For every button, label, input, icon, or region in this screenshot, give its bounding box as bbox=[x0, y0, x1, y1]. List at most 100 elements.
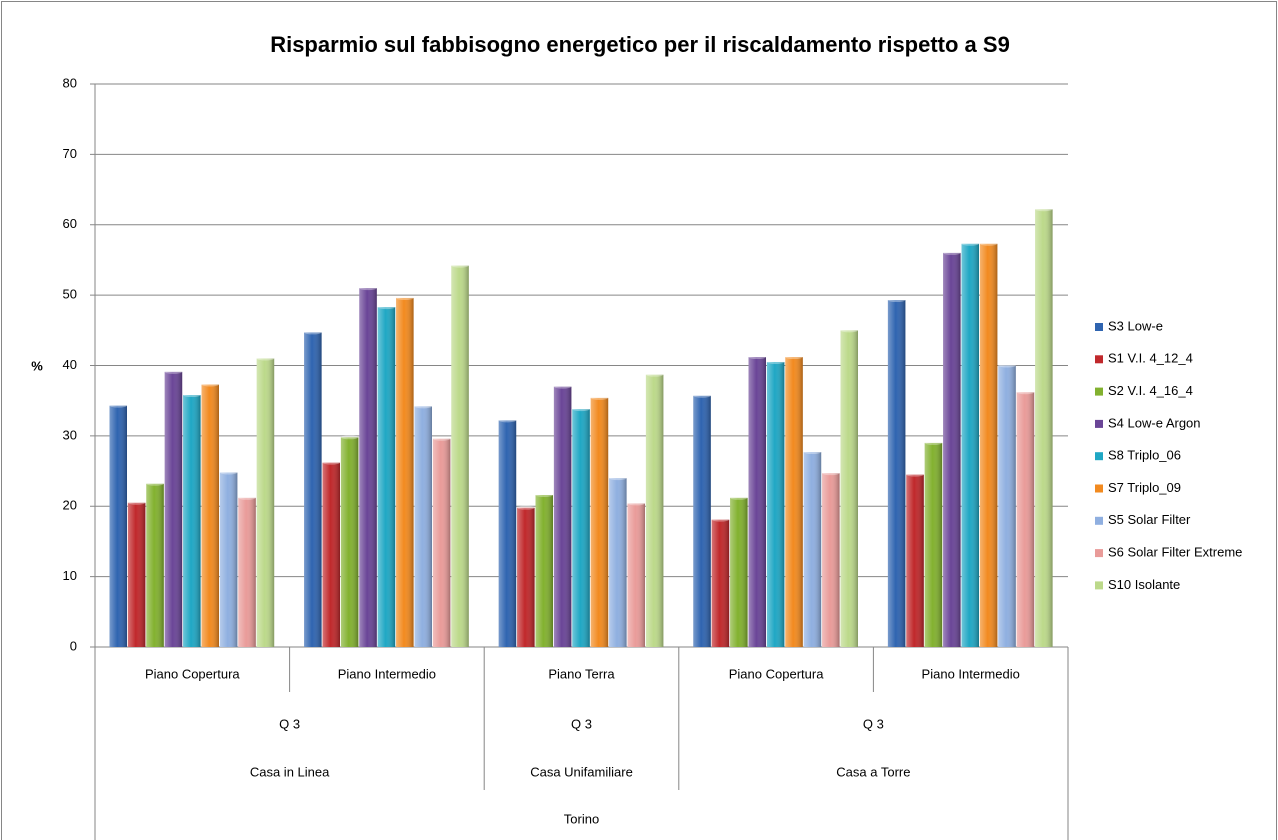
bar-shade bbox=[979, 243, 998, 647]
bar-shade bbox=[219, 472, 238, 647]
y-tick-label: 80 bbox=[63, 75, 77, 90]
bar-cap bbox=[256, 356, 275, 361]
bar-shade bbox=[498, 420, 517, 647]
bar-shade bbox=[766, 361, 785, 647]
bar-shade bbox=[924, 442, 943, 647]
bar-cap bbox=[887, 298, 906, 303]
bar-cap bbox=[517, 505, 535, 510]
bar-shade bbox=[553, 386, 572, 647]
x-tick-label: Piano Copertura bbox=[145, 666, 240, 681]
x-group-label: Casa a Torre bbox=[836, 764, 910, 779]
bar-cap bbox=[1016, 390, 1035, 395]
bar-cap bbox=[693, 393, 711, 398]
bar-shade bbox=[803, 452, 822, 647]
bar-cap bbox=[803, 450, 822, 455]
bar-shade bbox=[590, 397, 609, 647]
y-tick-label: 0 bbox=[70, 638, 77, 653]
bar-shade bbox=[609, 478, 627, 647]
bar-cap bbox=[146, 481, 164, 486]
bar-shade bbox=[109, 405, 127, 647]
bar-cap bbox=[627, 501, 645, 506]
legend-swatch bbox=[1095, 581, 1103, 590]
bar-shade bbox=[377, 307, 396, 647]
bar-cap bbox=[572, 407, 590, 412]
bar-cap bbox=[924, 440, 943, 445]
bar-cap bbox=[359, 286, 377, 291]
bar-cap bbox=[840, 328, 858, 333]
bar-cap bbox=[451, 263, 469, 268]
bar-cap bbox=[998, 363, 1016, 368]
bar-cap bbox=[322, 460, 340, 465]
bar-cap bbox=[432, 436, 451, 441]
y-tick-label: 60 bbox=[63, 216, 77, 231]
bar-cap bbox=[396, 295, 414, 300]
y-tick-label: 30 bbox=[63, 427, 77, 442]
bar-shade bbox=[396, 297, 414, 647]
y-axis-label: % bbox=[31, 358, 43, 373]
x-tick-label: Piano Intermedio bbox=[338, 666, 436, 681]
bar-cap bbox=[1035, 207, 1053, 212]
bar-shade bbox=[322, 462, 340, 647]
legend-swatch bbox=[1095, 484, 1103, 493]
legend-label: S4 Low-e Argon bbox=[1108, 415, 1201, 430]
bar-shade bbox=[572, 409, 590, 647]
bar-shade bbox=[627, 503, 645, 647]
legend-label: S6 Solar Filter Extreme bbox=[1108, 545, 1242, 560]
x-group-label: Q 3 bbox=[571, 716, 592, 731]
legend-label: S10 Isolante bbox=[1108, 577, 1180, 592]
bar-cap bbox=[906, 472, 924, 477]
bar-shade bbox=[840, 330, 858, 647]
x-group-label: Q 3 bbox=[863, 716, 884, 731]
bar-cap bbox=[609, 476, 627, 481]
legend-label: S5 Solar Filter bbox=[1108, 512, 1191, 527]
bar-cap bbox=[645, 372, 664, 377]
bar-cap bbox=[498, 418, 517, 423]
bar-shade bbox=[359, 288, 377, 647]
y-tick-label: 70 bbox=[63, 146, 77, 161]
bar-cap bbox=[766, 359, 785, 364]
x-group-label: Casa Unifamiliare bbox=[530, 764, 633, 779]
legend-swatch bbox=[1095, 323, 1103, 331]
y-tick-label: 40 bbox=[63, 357, 77, 372]
bar-cap bbox=[785, 355, 803, 360]
chart-title: Risparmio sul fabbisogno energetico per … bbox=[270, 32, 1010, 57]
y-tick-label: 20 bbox=[63, 498, 77, 513]
bar-cap bbox=[109, 403, 127, 408]
bar-shade bbox=[201, 384, 219, 647]
legend-label: S2 V.I. 4_16_4 bbox=[1108, 383, 1193, 398]
bar-cap bbox=[553, 384, 572, 389]
bar-cap bbox=[414, 404, 432, 409]
bar-cap bbox=[304, 330, 322, 335]
bar-shade bbox=[822, 473, 840, 647]
bar-shade bbox=[164, 371, 183, 647]
bar-cap bbox=[590, 395, 609, 400]
bar-shade bbox=[730, 497, 748, 647]
legend-label: S3 Low-e bbox=[1108, 318, 1163, 333]
bar-cap bbox=[748, 355, 766, 360]
legend-swatch bbox=[1095, 419, 1103, 428]
bar-shade bbox=[517, 507, 535, 647]
bar-cap bbox=[730, 495, 748, 500]
bar-cap bbox=[201, 382, 219, 387]
bar-shade bbox=[748, 357, 766, 647]
bar-cap bbox=[943, 250, 961, 255]
bar-cap bbox=[711, 517, 730, 522]
bar-shade bbox=[432, 438, 451, 647]
bar-shade bbox=[693, 395, 711, 647]
bar-shade bbox=[1016, 392, 1035, 647]
legend-label: S8 Triplo_06 bbox=[1108, 448, 1181, 463]
bar-shade bbox=[340, 437, 359, 647]
bar-shade bbox=[906, 474, 924, 647]
bar-shade bbox=[238, 497, 256, 647]
bar-shade bbox=[535, 494, 553, 647]
bar-shade bbox=[887, 300, 906, 647]
bar-shade bbox=[127, 502, 146, 647]
bar-shade bbox=[961, 243, 979, 647]
bar-shade bbox=[304, 332, 322, 647]
bar-shade bbox=[183, 395, 201, 647]
bar-shade bbox=[451, 265, 469, 647]
bar-shade bbox=[146, 483, 164, 647]
x-tick-label: Piano Terra bbox=[548, 666, 615, 681]
bar-cap bbox=[822, 471, 840, 476]
